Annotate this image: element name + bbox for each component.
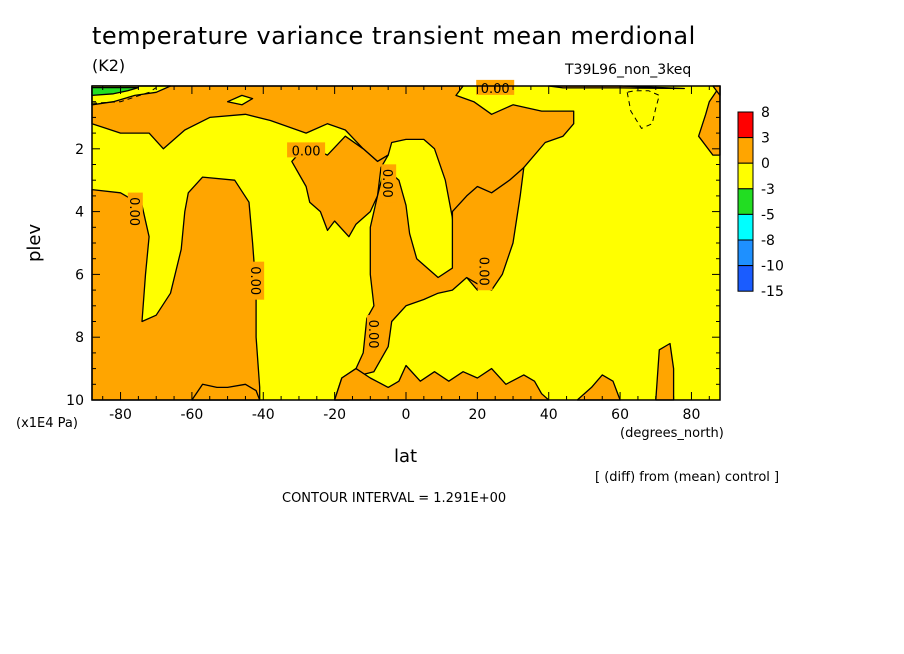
contour-lines xyxy=(91,87,660,130)
colorbar-swatch xyxy=(737,265,754,292)
contour-label-text: 0.00 xyxy=(365,320,380,349)
chart-units: (K2) xyxy=(92,56,126,75)
colorbar-swatch xyxy=(737,213,754,241)
y-tick-label: 4 xyxy=(75,205,84,221)
colorbar-swatch xyxy=(737,137,754,164)
y-tick-label: 6 xyxy=(75,267,84,283)
colorbar-label: -10 xyxy=(761,259,784,275)
region-orange-tongue-left xyxy=(91,176,261,401)
colorbar-label: -3 xyxy=(761,182,775,198)
diff-note: [ (diff) from (mean) control ] xyxy=(595,470,780,485)
contour-label: 0.00 xyxy=(126,192,143,231)
x-tick-label: 60 xyxy=(611,407,629,423)
contour-label-text: 0.00 xyxy=(476,257,491,286)
x-tick-label: 40 xyxy=(540,407,558,423)
x-axis-units: (degrees_north) xyxy=(620,426,724,441)
contour-label-text: 0.00 xyxy=(126,197,141,226)
contour-label: 0.00 xyxy=(379,164,397,203)
colorbar-label: 8 xyxy=(761,105,770,121)
x-tick-label: 20 xyxy=(468,407,486,423)
colorbar-label: 3 xyxy=(761,131,770,147)
region-yellow-hole-47 xyxy=(226,94,254,106)
contour-label: 0.00 xyxy=(287,142,326,159)
contour-label: 0.00 xyxy=(476,252,493,291)
colorbar-label: 0 xyxy=(761,156,770,172)
x-tick-label: 80 xyxy=(683,407,701,423)
contour-labels: 0.000.000.000.000.000.000.00 xyxy=(126,79,515,354)
y-tick-label: 8 xyxy=(75,330,84,346)
x-tick-label: -80 xyxy=(109,407,132,423)
plot-area xyxy=(91,85,721,401)
region-orange-bottom-right xyxy=(333,364,550,401)
colorbar-swatch xyxy=(737,188,754,215)
y-axis-units: (x1E4 Pa) xyxy=(16,416,78,431)
contour-label-text: 0.00 xyxy=(247,266,262,295)
region-orange-patch-sh-bottom xyxy=(191,383,261,401)
colorbar-swatch xyxy=(737,111,754,139)
x-tick-label: -20 xyxy=(323,407,346,423)
region-orange-tongue-mid xyxy=(291,135,389,238)
contour-interval: CONTOUR INTERVAL = 1.291E+00 xyxy=(282,491,507,506)
x-tick-label: 0 xyxy=(402,407,411,423)
x-tick-label: -40 xyxy=(252,407,275,423)
contour-label: 0.00 xyxy=(247,261,265,300)
experiment-name: T39L96_non_3keq xyxy=(565,62,692,78)
x-tick-label: -60 xyxy=(180,407,203,423)
x-axis-label: lat xyxy=(394,446,418,467)
colorbar-label: -15 xyxy=(761,284,784,300)
axis-ticks: -80 -60 -40 -20 0 20 40 60 80 2 4 6 8 10 xyxy=(66,86,720,423)
y-axis-label: plev xyxy=(24,223,45,262)
y-tick-label: 10 xyxy=(66,393,84,409)
contour-label-text: 0.00 xyxy=(379,169,394,198)
contour-label: 0.00 xyxy=(365,315,382,354)
colorbar-swatch xyxy=(737,239,754,267)
contour-label-text: 0.00 xyxy=(292,144,321,159)
colorbar: 8 3 0 -3 -5 -8 -10 -15 xyxy=(737,105,784,300)
colorbar-label: -8 xyxy=(761,233,775,249)
dashed-contour-0 xyxy=(91,87,157,104)
colorbar-label: -5 xyxy=(761,207,775,223)
chart-title: temperature variance transient mean merd… xyxy=(92,22,696,50)
y-tick-label: 2 xyxy=(75,142,84,158)
colorbar-swatch xyxy=(737,162,754,190)
dashed-contour-1 xyxy=(626,90,660,130)
